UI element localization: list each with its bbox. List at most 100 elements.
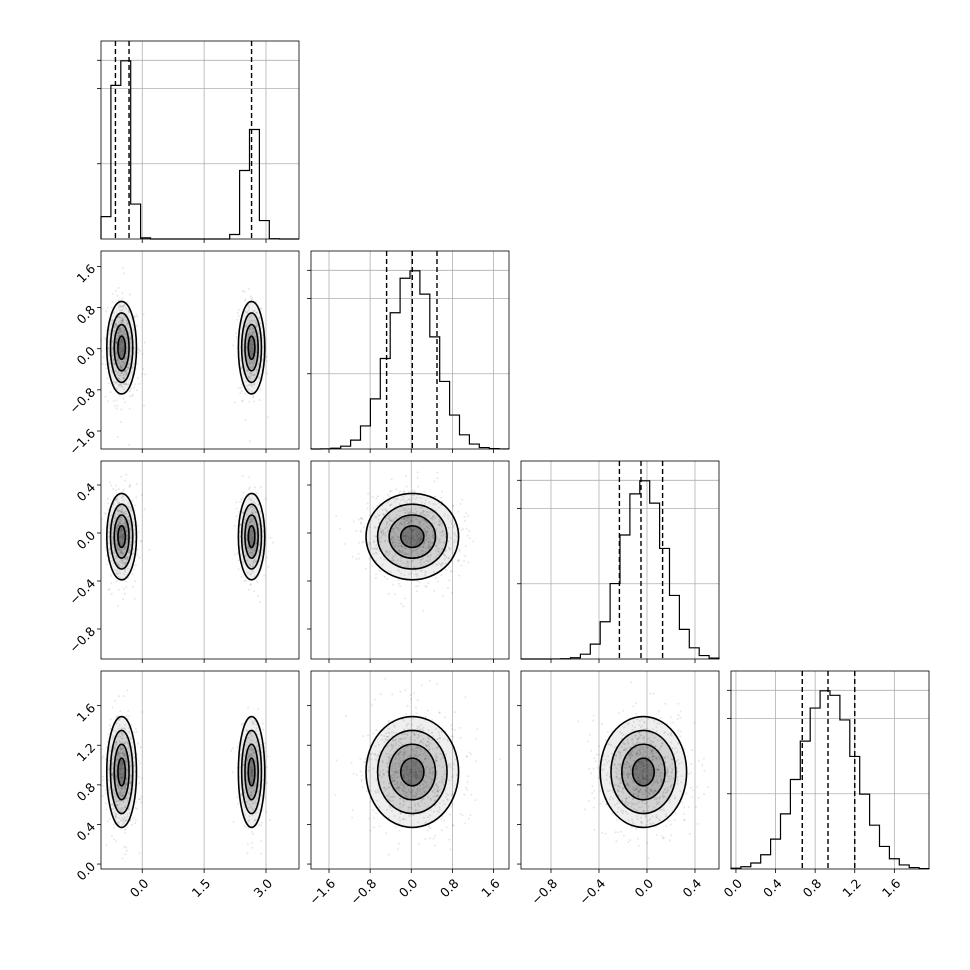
y-tick-label: 1.6 (74, 261, 99, 286)
scatter-point (402, 490, 405, 493)
scatter-point (459, 502, 462, 505)
scatter-point (118, 321, 121, 324)
scatter-point (117, 373, 120, 376)
scatter-point (123, 358, 126, 360)
scatter-point (407, 490, 410, 493)
scatter-point (117, 385, 120, 388)
scatter-point (110, 319, 113, 322)
scatter-point (469, 537, 472, 540)
scatter-point (116, 436, 119, 438)
scatter-point (266, 355, 268, 358)
scatter-point (632, 705, 635, 708)
scatter-point (119, 330, 122, 333)
scatter-point (248, 440, 251, 443)
scatter-point (133, 568, 136, 571)
scatter-point (132, 328, 135, 331)
scatter-point (235, 501, 238, 504)
scatter-point (248, 486, 251, 489)
scatter-point (440, 829, 443, 832)
scatter-point (111, 358, 114, 361)
scatter-point (247, 383, 250, 386)
scatter-point (240, 575, 243, 578)
scatter-point (120, 350, 122, 353)
scatter-point (148, 548, 151, 551)
scatter-point (235, 336, 238, 338)
scatter-point (368, 557, 371, 560)
scatter-point (129, 395, 131, 398)
scatter-point (123, 383, 126, 386)
scatter-point (417, 485, 420, 488)
scatter-point (135, 496, 138, 499)
scatter-point (457, 510, 460, 513)
scatter-point (236, 552, 239, 555)
scatter-point (126, 346, 128, 349)
scatter-point (117, 286, 120, 289)
scatter-point (604, 832, 607, 835)
scatter-point (123, 488, 125, 491)
panel-2-2 (517, 460, 720, 663)
scatter-point (366, 502, 369, 505)
scatter-point (134, 728, 137, 730)
histogram-p1 (310, 270, 510, 450)
scatter-point (112, 400, 115, 403)
scatter-point (126, 826, 129, 829)
scatter-point (269, 819, 272, 822)
scatter-point (118, 331, 121, 334)
scatter-point (121, 330, 124, 333)
scatter-point (265, 811, 268, 814)
scatter-point (107, 346, 110, 349)
scatter-point (118, 383, 121, 386)
scatter-point (122, 386, 125, 388)
scatter-point (117, 357, 120, 360)
scatter-point (128, 311, 130, 313)
scatter-point (461, 814, 464, 817)
scatter-point (128, 310, 131, 313)
scatter-point (250, 346, 253, 349)
scatter-point (120, 321, 123, 324)
scatter-point (397, 579, 400, 582)
scatter-point (244, 325, 247, 327)
scatter-point (369, 829, 372, 832)
scatter-point (404, 475, 407, 478)
scatter-point (131, 585, 134, 588)
scatter-point (120, 365, 123, 368)
scatter-point (386, 493, 389, 496)
scatter-point (413, 692, 416, 695)
scatter-point (125, 325, 128, 327)
scatter-point (244, 392, 247, 395)
scatter-point (249, 343, 252, 346)
y-tick-label: −0.8 (66, 624, 98, 656)
scatter-point (266, 782, 269, 784)
scatter-point (255, 368, 258, 371)
scatter-point (123, 845, 126, 848)
scatter-point (128, 715, 131, 718)
scatter-point (252, 310, 255, 313)
scatter-point (117, 359, 120, 362)
scatter-point (116, 353, 118, 356)
scatter-point (252, 344, 255, 347)
scatter-point (113, 325, 116, 328)
scatter-point (119, 309, 122, 312)
scatter-point (249, 366, 252, 369)
scatter-point (120, 338, 122, 341)
scatter-point (366, 507, 369, 510)
scatter-point (121, 349, 124, 352)
scatter-point (246, 323, 249, 326)
scatter-point (370, 704, 373, 707)
scatter-point (458, 574, 461, 577)
scatter-point (125, 368, 128, 371)
scatter-point (241, 475, 244, 478)
scatter-point (117, 377, 120, 380)
scatter-point (450, 724, 453, 727)
scatter-point (101, 795, 104, 797)
scatter-point (472, 540, 475, 543)
scatter-point (137, 742, 140, 745)
scatter-point (405, 713, 408, 716)
scatter-point (134, 819, 137, 822)
scatter-point (251, 830, 253, 833)
scatter-point (111, 293, 114, 296)
y-tick-label: 1.6 (74, 700, 99, 725)
scatter-point (450, 569, 453, 572)
scatter-point (260, 840, 263, 843)
